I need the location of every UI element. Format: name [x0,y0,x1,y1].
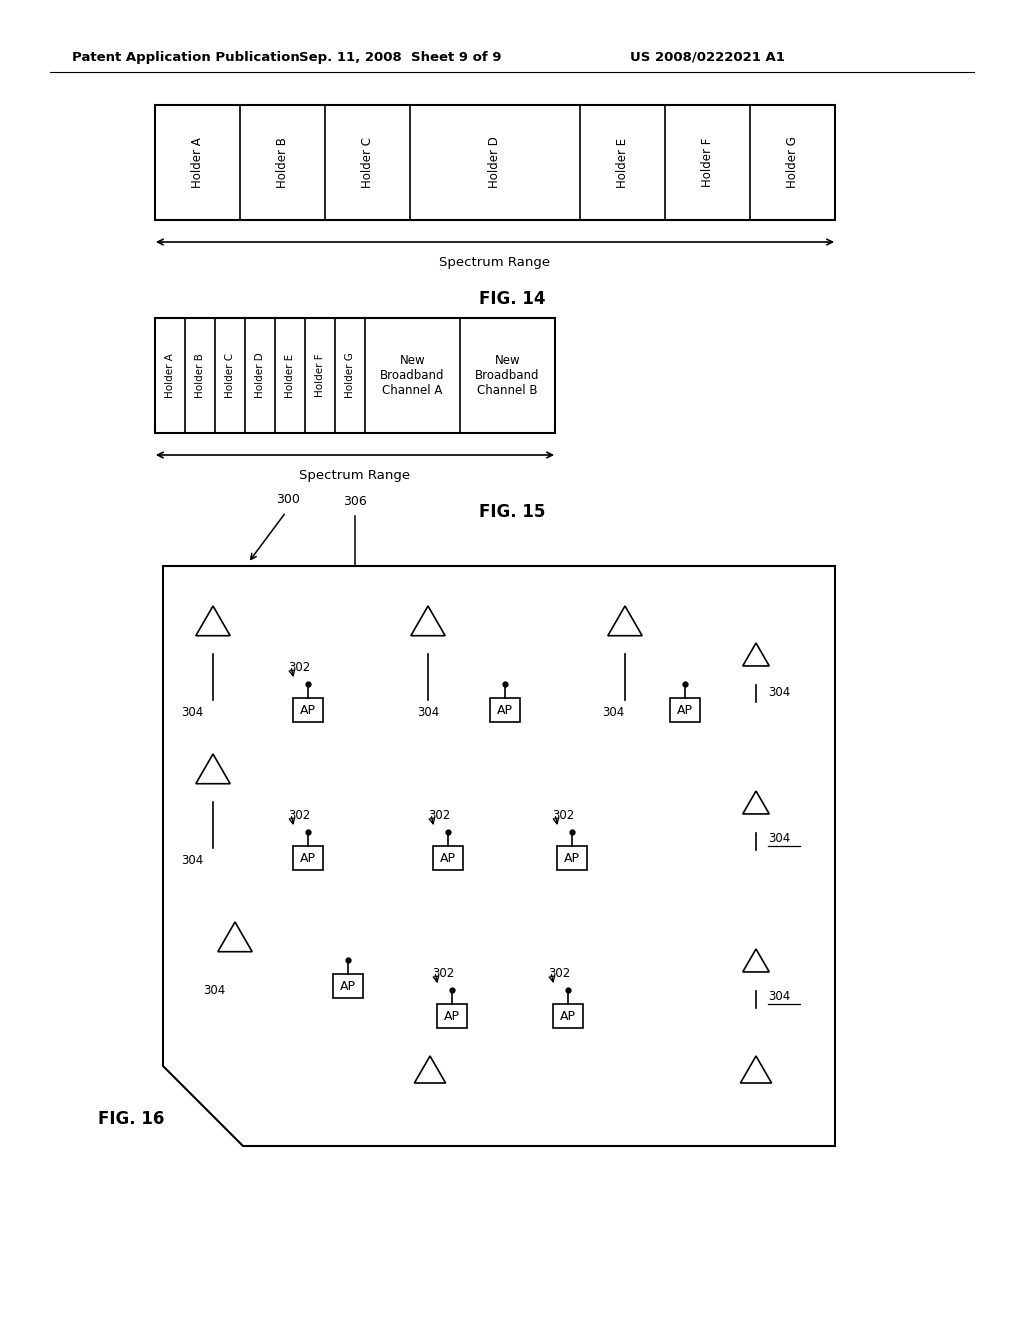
Text: 304: 304 [181,854,203,867]
Text: FIG. 14: FIG. 14 [479,290,545,308]
Text: 302: 302 [288,809,310,822]
Text: Holder F: Holder F [701,137,714,187]
Text: Holder G: Holder G [345,352,355,399]
Text: AP: AP [677,705,693,718]
Text: 300: 300 [276,492,300,506]
Text: Spectrum Range: Spectrum Range [439,256,551,269]
Text: New
Broadband
Channel A: New Broadband Channel A [380,354,444,397]
Text: Holder E: Holder E [285,354,295,397]
Text: Holder C: Holder C [361,137,374,187]
Bar [333,974,364,998]
Text: Holder D: Holder D [255,352,265,399]
Text: AP: AP [564,853,580,866]
Bar [553,1005,584,1028]
Text: Holder B: Holder B [195,352,205,397]
Text: FIG. 15: FIG. 15 [479,503,545,521]
Bar [670,698,700,722]
Text: Holder D: Holder D [488,136,502,189]
Bar [489,698,520,722]
Bar [293,698,324,722]
Text: Patent Application Publication: Patent Application Publication [72,50,300,63]
Text: Holder G: Holder G [786,136,799,189]
Bar [293,846,324,870]
Text: FIG. 16: FIG. 16 [98,1110,165,1129]
Bar [436,1005,467,1028]
Text: US 2008/0222021 A1: US 2008/0222021 A1 [630,50,784,63]
Text: 302: 302 [288,661,310,675]
Polygon shape [163,566,835,1146]
Text: 302: 302 [552,809,574,822]
Text: 304: 304 [768,832,791,845]
Text: Holder C: Holder C [225,352,234,399]
Text: AP: AP [444,1011,460,1023]
Text: Holder A: Holder A [165,352,175,397]
Text: 302: 302 [432,968,455,979]
Bar [433,846,463,870]
Bar [155,318,555,433]
Text: AP: AP [497,705,513,718]
Text: Holder F: Holder F [315,354,325,397]
Text: AP: AP [300,853,316,866]
Text: Holder A: Holder A [191,137,204,187]
Text: 304: 304 [768,686,791,700]
Text: 302: 302 [548,968,570,979]
Text: 304: 304 [417,706,439,719]
Text: Holder E: Holder E [616,137,629,187]
Text: 302: 302 [428,809,451,822]
Text: Holder B: Holder B [276,137,289,187]
Text: AP: AP [340,981,356,994]
Text: AP: AP [560,1011,575,1023]
Bar [155,106,835,220]
Bar [557,846,588,870]
Text: 304: 304 [768,990,791,1002]
Text: Spectrum Range: Spectrum Range [299,469,411,482]
Text: 304: 304 [203,983,225,997]
Text: Sep. 11, 2008  Sheet 9 of 9: Sep. 11, 2008 Sheet 9 of 9 [299,50,502,63]
Text: AP: AP [440,853,456,866]
Text: 306: 306 [343,495,367,508]
Text: 304: 304 [181,706,203,719]
Text: New
Broadband
Channel B: New Broadband Channel B [475,354,540,397]
Text: 304: 304 [602,706,624,719]
Text: AP: AP [300,705,316,718]
